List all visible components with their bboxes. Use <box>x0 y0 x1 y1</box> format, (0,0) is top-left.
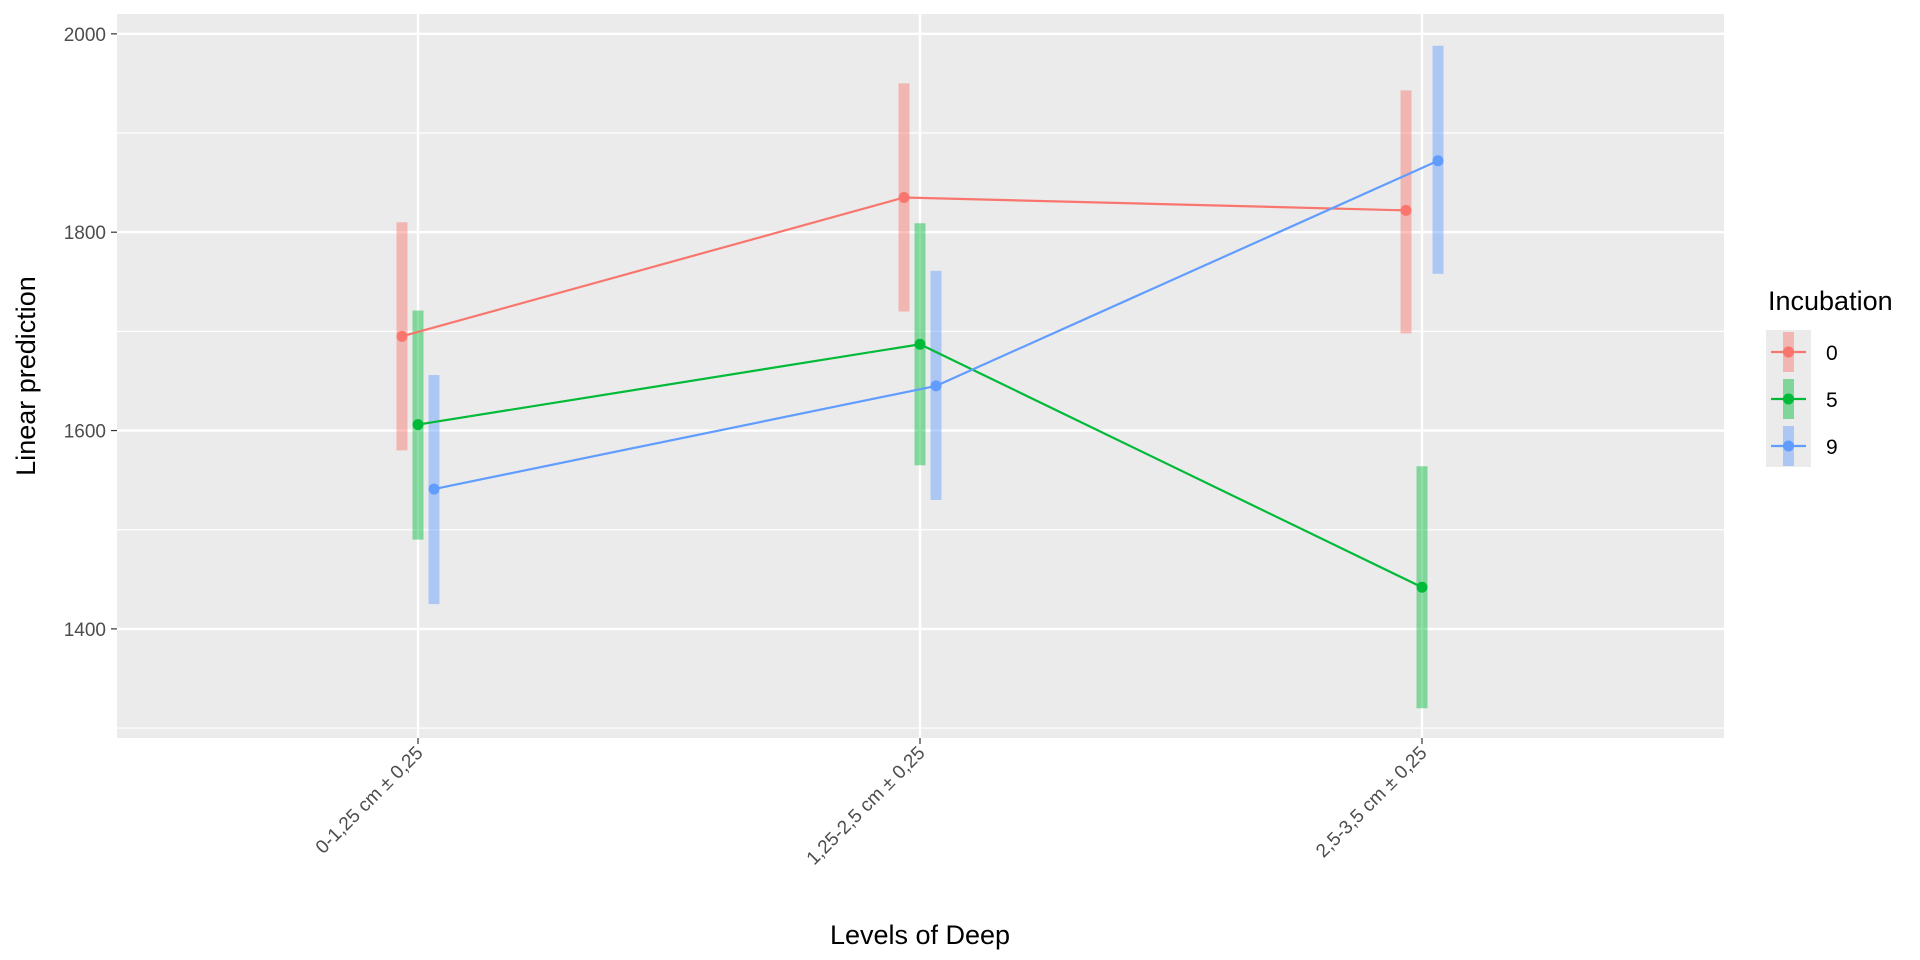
series-points <box>396 155 1444 593</box>
point-series-0 <box>396 330 408 342</box>
legend-label: 0 <box>1826 342 1838 365</box>
legend: Incubation 0 5 9 <box>1766 286 1893 467</box>
y-tick-label: 1800 <box>64 223 106 244</box>
y-axis: 1400 1600 1800 2000 <box>64 25 117 641</box>
x-axis: 0-1,25 cm ± 0,25 1,25-2,5 cm ± 0,25 2,5-3,… <box>312 738 1432 869</box>
major-grid <box>117 14 1724 738</box>
legend-key-point <box>1783 393 1794 405</box>
y-tick-label: 2000 <box>64 25 106 46</box>
y-tick-label: 1400 <box>64 620 106 641</box>
legend-key-point <box>1783 440 1794 452</box>
legend-key-point <box>1783 346 1794 358</box>
legend-title: Incubation <box>1768 286 1893 316</box>
point-series-9 <box>428 483 440 495</box>
legend-label: 5 <box>1826 389 1838 412</box>
point-series-9 <box>1432 155 1444 167</box>
point-series-0 <box>1400 204 1412 216</box>
point-series-5 <box>412 419 424 431</box>
point-series-9 <box>930 380 942 392</box>
point-series-5 <box>914 338 926 350</box>
y-tick-label: 1600 <box>64 422 106 443</box>
y-axis-title: Linear prediction <box>11 276 41 476</box>
point-series-5 <box>1416 581 1428 593</box>
x-tick-label: 2,5-3,5 cm ± 0,25 <box>1312 743 1431 862</box>
x-tick-label: 1,25-2,5 cm ± 0,25 <box>803 743 930 870</box>
point-series-0 <box>898 191 910 203</box>
legend-label: 9 <box>1826 436 1838 459</box>
x-tick-label: 0-1,25 cm ± 0,25 <box>312 743 428 859</box>
x-axis-title: Levels of Deep <box>830 920 1010 950</box>
